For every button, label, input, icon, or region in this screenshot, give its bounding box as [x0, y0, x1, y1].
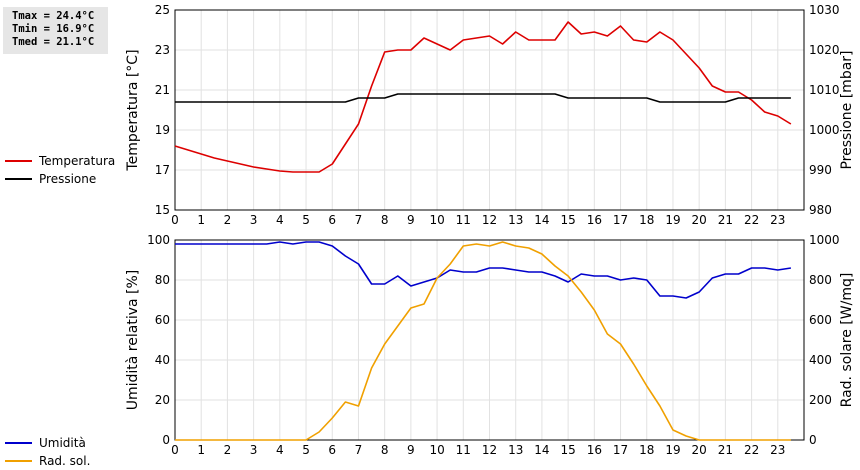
- x-tick-label: 18: [639, 443, 654, 457]
- x-tick-label: 23: [770, 443, 785, 457]
- x-tick-label: 19: [665, 213, 680, 227]
- y2-tick-label: 400: [809, 353, 832, 367]
- y-tick-label: 17: [155, 163, 170, 177]
- tmax-label: Tmax = 24.4°C: [12, 10, 95, 22]
- x-tick-label: 12: [482, 213, 497, 227]
- x-tick-label: 3: [250, 213, 258, 227]
- x-tick-label: 2: [224, 213, 232, 227]
- y-tick-label: 20: [155, 393, 170, 407]
- y2-tick-label: 1000: [809, 233, 840, 247]
- plot-frame: [174, 9, 805, 211]
- charts-canvas: 0 1 2 3 4 5 6 7 8 9 10 11 12 13 14 15 16 17 18 19 20 21 22 2315…: [125, 3, 855, 457]
- x-tick-label: 5: [302, 443, 310, 457]
- y-tick-label: 19: [155, 123, 170, 137]
- y-tick-label: 60: [155, 313, 170, 327]
- tmed-label: Tmed = 21.1°C: [12, 36, 95, 48]
- x-tick-label: 22: [744, 443, 759, 457]
- legend-top: Temperatura Pressione: [5, 152, 115, 188]
- x-tick-label: 23: [770, 213, 785, 227]
- legend-label-temperatura: Temperatura: [39, 154, 116, 168]
- series-line-rad-sol-: [175, 241, 791, 441]
- x-tick-label: 4: [276, 213, 284, 227]
- y2-tick-label: 1030: [809, 3, 840, 17]
- x-tick-label: 18: [639, 213, 654, 227]
- x-tick-label: 5: [302, 213, 310, 227]
- x-tick-label: 20: [692, 443, 707, 457]
- x-tick-label: 16: [587, 213, 602, 227]
- y2-tick-label: 200: [809, 393, 832, 407]
- x-tick-label: 15: [560, 443, 575, 457]
- legend-swatch-temperatura: [5, 160, 32, 162]
- x-tick-label: 16: [587, 443, 602, 457]
- x-tick-label: 12: [482, 443, 497, 457]
- x-tick-label: 14: [534, 443, 549, 457]
- legend-entry: Temperatura: [5, 152, 115, 170]
- series-line-umidit-: [175, 241, 792, 299]
- y-tick-label: 0: [162, 433, 170, 447]
- y-tick-label: 40: [155, 353, 170, 367]
- y2-tick-label: 990: [809, 163, 832, 177]
- legend-label-umidita: Umidità: [39, 436, 86, 450]
- x-tick-label: 9: [407, 213, 415, 227]
- y-tick-label: 21: [155, 83, 170, 97]
- legend-swatch-umidita: [5, 442, 32, 444]
- x-tick-label: 13: [508, 213, 523, 227]
- y-tick-label: 23: [155, 43, 170, 57]
- x-tick-label: 0: [171, 213, 179, 227]
- y-tick-label: 25: [155, 3, 170, 17]
- legend-entry: Umidità: [5, 434, 90, 452]
- plot-frame: [174, 239, 805, 441]
- x-tick-label: 21: [718, 443, 733, 457]
- x-tick-label: 14: [534, 213, 549, 227]
- x-tick-label: 0: [171, 443, 179, 457]
- x-tick-label: 9: [407, 443, 415, 457]
- x-tick-label: 7: [355, 213, 363, 227]
- x-tick-label: 10: [429, 213, 444, 227]
- stats-box: Tmax = 24.4°C Tmin = 16.9°C Tmed = 21.1°…: [3, 7, 108, 54]
- y2-axis-label: Rad. solare [W/mq]: [839, 273, 855, 408]
- x-tick-label: 3: [250, 443, 258, 457]
- legend-swatch-radsol: [5, 460, 32, 462]
- x-tick-label: 17: [613, 213, 628, 227]
- x-tick-label: 6: [328, 213, 336, 227]
- x-tick-label: 8: [381, 443, 389, 457]
- y2-tick-label: 980: [809, 203, 832, 217]
- x-tick-label: 15: [560, 213, 575, 227]
- y-tick-label: 100: [147, 233, 170, 247]
- y-tick-label: 80: [155, 273, 170, 287]
- series-line-pressione: [175, 93, 791, 103]
- y-tick-label: 15: [155, 203, 170, 217]
- tmin-label: Tmin = 16.9°C: [12, 23, 95, 35]
- x-tick-label: 11: [456, 213, 471, 227]
- x-tick-label: 10: [429, 443, 444, 457]
- y2-axis-label: Pressione [mbar]: [839, 50, 855, 169]
- legend-label-pressione: Pressione: [39, 172, 97, 186]
- x-tick-label: 22: [744, 213, 759, 227]
- series-line-temperatura: [174, 21, 792, 173]
- x-tick-label: 6: [328, 443, 336, 457]
- y2-tick-label: 1020: [809, 43, 840, 57]
- y2-tick-label: 800: [809, 273, 832, 287]
- x-tick-label: 1: [197, 443, 205, 457]
- x-tick-label: 20: [692, 213, 707, 227]
- y2-tick-label: 600: [809, 313, 832, 327]
- y-axis-label: Temperatura [°C]: [125, 49, 141, 171]
- x-tick-label: 4: [276, 443, 284, 457]
- x-tick-label: 17: [613, 443, 628, 457]
- y2-tick-label: 1000: [809, 123, 840, 137]
- x-tick-label: 11: [456, 443, 471, 457]
- y2-tick-label: 1010: [809, 83, 840, 97]
- x-tick-label: 1: [197, 213, 205, 227]
- y-axis-label: Umidità relativa [%]: [125, 270, 141, 411]
- x-tick-label: 7: [355, 443, 363, 457]
- x-tick-label: 8: [381, 213, 389, 227]
- legend-swatch-pressione: [5, 178, 32, 180]
- legend-entry: Pressione: [5, 170, 115, 188]
- y2-tick-label: 0: [809, 433, 817, 447]
- x-tick-label: 2: [224, 443, 232, 457]
- x-tick-label: 21: [718, 213, 733, 227]
- x-tick-label: 19: [665, 443, 680, 457]
- x-tick-label: 13: [508, 443, 523, 457]
